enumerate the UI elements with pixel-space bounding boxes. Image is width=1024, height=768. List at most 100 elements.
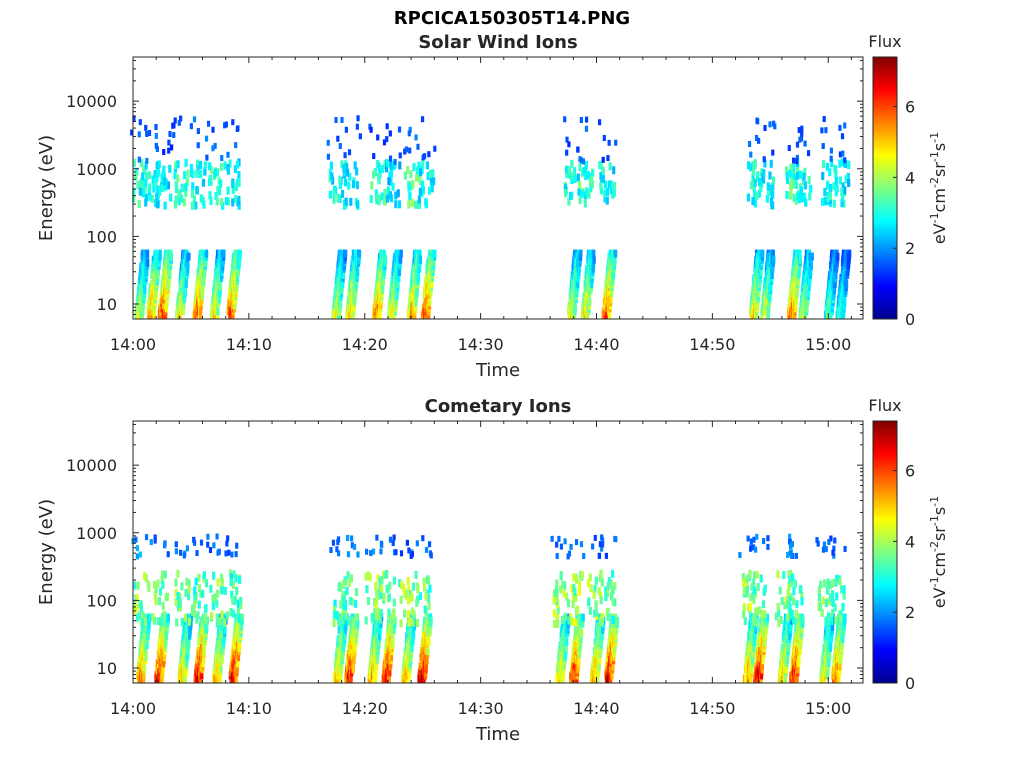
data-cell [216, 549, 220, 556]
data-cell [795, 158, 799, 165]
data-cell [763, 124, 767, 131]
data-cell [584, 125, 589, 132]
data-cell [410, 607, 414, 616]
data-cell [394, 249, 398, 258]
data-cell [370, 181, 374, 190]
data-cell [567, 166, 572, 175]
data-cell [161, 612, 165, 621]
data-cell [231, 180, 235, 189]
data-cell [352, 543, 357, 550]
data-cell [424, 592, 428, 601]
data-cell [407, 130, 411, 137]
data-cell [236, 273, 240, 282]
data-cell [138, 187, 142, 196]
data-cell [348, 596, 352, 605]
data-cell [155, 146, 159, 153]
data-cell [822, 116, 826, 123]
data-cell [163, 182, 168, 191]
data-cell [795, 191, 800, 200]
data-cell [193, 592, 197, 601]
data-cell [389, 653, 394, 662]
data-cell [236, 653, 241, 662]
data-cell [552, 609, 556, 618]
data-cell [432, 258, 436, 267]
data-cell [407, 200, 411, 209]
data-cell [223, 161, 227, 170]
data-cell [382, 139, 387, 146]
data-cell [428, 616, 432, 625]
data-cell [749, 163, 753, 172]
data-cell [332, 619, 336, 628]
data-cell [220, 610, 224, 619]
data-cell [186, 169, 190, 178]
x-tick-label: 14:40 [573, 335, 619, 354]
data-cell [753, 199, 757, 208]
data-cell [166, 551, 170, 558]
data-cell [426, 589, 430, 598]
data-cell [384, 570, 388, 579]
data-cell [231, 581, 236, 590]
y-tick-label: 10000 [66, 92, 117, 111]
data-cell [392, 534, 396, 541]
data-cell [226, 151, 230, 158]
data-cell [147, 130, 152, 137]
data-cell [229, 608, 233, 617]
data-cell [605, 196, 609, 205]
data-cell [343, 602, 347, 611]
data-cell [160, 173, 164, 182]
data-cell [803, 167, 807, 176]
data-cell [794, 196, 798, 205]
data-cell [347, 579, 351, 588]
data-cell [570, 176, 574, 185]
data-cell [384, 164, 389, 173]
data-cell [189, 164, 194, 173]
spectrogram-cells [130, 115, 852, 319]
data-cell [182, 295, 187, 304]
x-tick-label: 14:30 [458, 335, 504, 354]
data-cell [810, 252, 814, 261]
data-cell [233, 164, 238, 173]
data-cell [355, 123, 359, 130]
data-cell [841, 193, 845, 202]
data-cell [427, 541, 432, 548]
data-cell [417, 264, 422, 273]
data-cell [195, 550, 199, 557]
data-cell [351, 616, 355, 625]
data-cell [208, 547, 213, 554]
data-cell [145, 267, 149, 276]
data-cell [821, 160, 826, 169]
data-cell [605, 187, 610, 196]
colorbar-title: Flux [868, 32, 901, 51]
data-cell [374, 582, 378, 591]
data-cell [433, 145, 437, 152]
data-cell [168, 130, 172, 137]
data-cell [599, 160, 603, 169]
data-cell [759, 184, 763, 193]
data-cell [375, 653, 380, 662]
data-cell [766, 182, 770, 191]
data-cell [239, 601, 243, 610]
data-cell [408, 126, 412, 133]
data-cell [219, 179, 223, 188]
data-cell [769, 197, 774, 206]
data-cell [144, 534, 149, 541]
data-cell [209, 196, 213, 205]
data-cell [160, 575, 164, 584]
data-cell [805, 304, 809, 313]
data-cell [380, 576, 384, 585]
figure-title: RPCICA150305T14.PNG [393, 8, 631, 29]
data-cell [418, 187, 422, 196]
data-cell [430, 280, 434, 289]
data-cell [141, 181, 145, 190]
data-cell [223, 122, 227, 129]
data-cell [371, 170, 376, 179]
data-cell [364, 572, 368, 581]
data-cell [194, 577, 198, 586]
data-cell [148, 613, 152, 622]
data-cell [421, 535, 425, 542]
data-cell [565, 149, 569, 156]
data-cell [356, 115, 360, 122]
data-cell [394, 200, 398, 209]
data-cell [343, 178, 348, 187]
